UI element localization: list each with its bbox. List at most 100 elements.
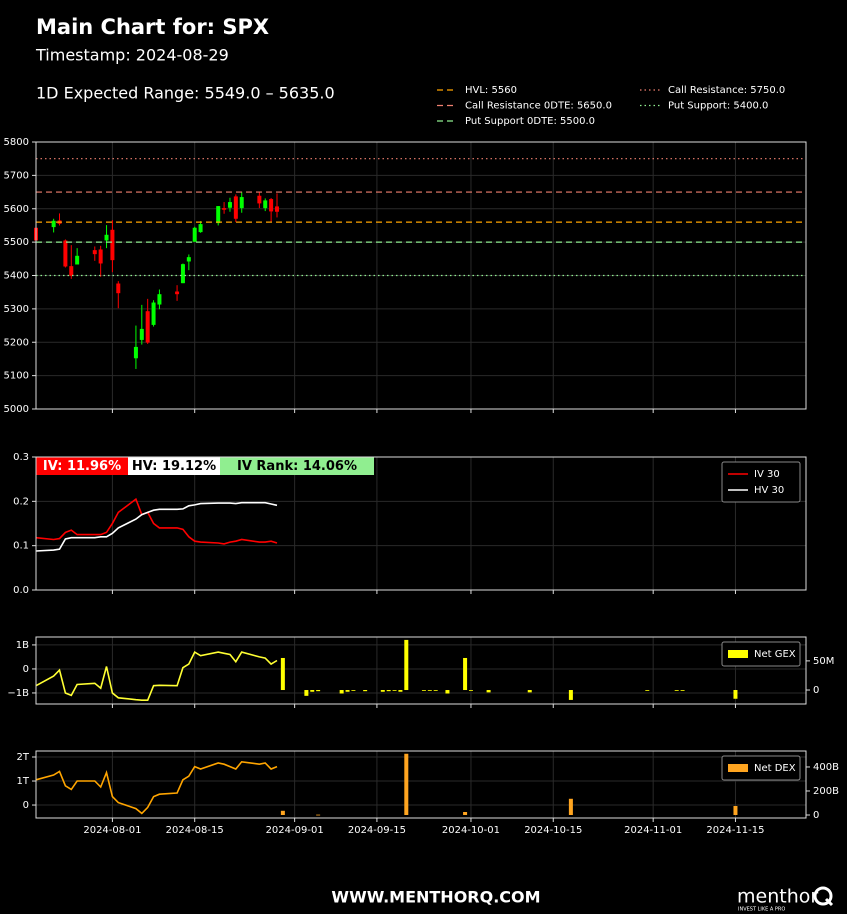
candle-body <box>180 264 185 284</box>
x-tick-label: 2024-11-15 <box>706 825 764 836</box>
bar <box>404 639 409 691</box>
y-tick-label: 0.3 <box>13 452 29 463</box>
bar <box>304 690 309 696</box>
tagline: INVEST LIKE A PRO <box>738 907 785 913</box>
x-tick-label: 2024-09-01 <box>266 825 324 836</box>
x-tick-label: 2024-09-15 <box>348 825 406 836</box>
badge <box>220 457 374 475</box>
bar <box>316 814 321 816</box>
bar <box>568 690 573 700</box>
y-tick-label: 0.1 <box>13 541 29 552</box>
bar <box>386 690 391 692</box>
candle-body <box>239 197 244 209</box>
legend-label: Put Support 0DTE: 5500.0 <box>465 116 595 127</box>
candle-body <box>192 227 197 242</box>
candle-body <box>75 255 80 265</box>
y-tick-label: 0.0 <box>13 585 29 596</box>
candle-body <box>69 266 74 276</box>
brand: menthor <box>737 886 818 908</box>
plot-frame <box>35 750 807 819</box>
badge-label: IV: 11.96% <box>43 459 121 474</box>
bar <box>316 690 321 692</box>
y-tick-label: 0 <box>23 800 29 811</box>
y-tick-label: 5300 <box>4 304 29 315</box>
y-tick-label: 5700 <box>4 170 29 181</box>
candle-body <box>110 229 115 261</box>
candle-body <box>222 208 227 210</box>
legend-label: HV 30 <box>754 485 784 496</box>
bar <box>733 805 738 815</box>
bar <box>463 811 468 815</box>
badge-label: HV: 19.12% <box>132 459 216 474</box>
candle-body <box>145 311 150 343</box>
badge <box>128 457 220 475</box>
plot-frame <box>35 141 807 410</box>
bar <box>363 690 368 692</box>
candle-body <box>51 220 56 228</box>
y2-tick-label: 200B <box>813 786 839 797</box>
candle-body <box>233 196 238 219</box>
y-tick-label: 2T <box>17 752 30 763</box>
y2-tick-label: 0 <box>813 685 819 696</box>
brand-logo <box>813 886 833 906</box>
bar <box>345 690 350 692</box>
bar <box>433 690 438 691</box>
bar <box>310 690 315 692</box>
y-tick-label: 5600 <box>4 204 29 215</box>
candle-body <box>198 224 203 233</box>
badge <box>36 457 128 475</box>
legend-label: Net GEX <box>754 649 796 660</box>
candle-body <box>257 195 262 204</box>
plot-frame <box>35 636 807 705</box>
y-tick-label: 1B <box>16 640 29 651</box>
candle-body <box>63 240 68 267</box>
legend-label: HVL: 5560 <box>465 85 517 96</box>
bar <box>404 753 409 815</box>
bar <box>468 690 473 691</box>
bar <box>680 690 685 691</box>
plot-frame <box>35 456 807 591</box>
candle-body <box>92 250 97 255</box>
y-tick-label: 5400 <box>4 271 29 282</box>
candle-body <box>151 302 156 325</box>
legend-swatch <box>728 650 748 658</box>
y-tick-label: 5500 <box>4 237 29 248</box>
subtitle: Timestamp: 2024-08-29 <box>35 46 229 65</box>
legend-label: Call Resistance: 5750.0 <box>668 85 785 96</box>
bar <box>398 690 403 692</box>
bar <box>674 690 679 691</box>
bar <box>280 810 285 815</box>
bar <box>351 690 356 691</box>
candle-body <box>157 294 162 305</box>
brand-logo-tail <box>824 897 834 907</box>
bar <box>427 690 432 691</box>
candle-body <box>227 202 232 208</box>
candle-body <box>274 206 279 212</box>
candle-body <box>104 234 109 241</box>
legend-label: Net DEX <box>754 763 796 774</box>
annotation: 1D Expected Range: 5549.0 – 5635.0 <box>36 84 335 103</box>
legend-box <box>721 461 801 503</box>
legend-label: IV 30 <box>754 469 780 480</box>
legend-label: Call Resistance 0DTE: 5650.0 <box>465 101 612 112</box>
y-tick-label: 5800 <box>4 137 29 148</box>
candle-body <box>116 283 121 294</box>
y-tick-label: −1B <box>7 688 29 699</box>
line-series <box>35 760 278 815</box>
candle-body <box>216 206 221 224</box>
bar <box>527 690 532 693</box>
y2-tick-label: 50M <box>813 656 834 667</box>
y-tick-label: 5100 <box>4 371 29 382</box>
legend-swatch <box>728 764 748 772</box>
x-tick-label: 2024-11-01 <box>624 825 682 836</box>
y2-tick-label: 0 <box>813 810 819 821</box>
line-series <box>35 650 278 701</box>
candle-body <box>186 257 191 262</box>
candle-body <box>263 200 268 209</box>
badge-label: IV Rank: 14.06% <box>237 459 357 474</box>
legend-box <box>721 755 801 781</box>
candle-body <box>98 249 103 264</box>
candle-body <box>139 328 144 340</box>
y-tick-label: 0.2 <box>13 496 29 507</box>
